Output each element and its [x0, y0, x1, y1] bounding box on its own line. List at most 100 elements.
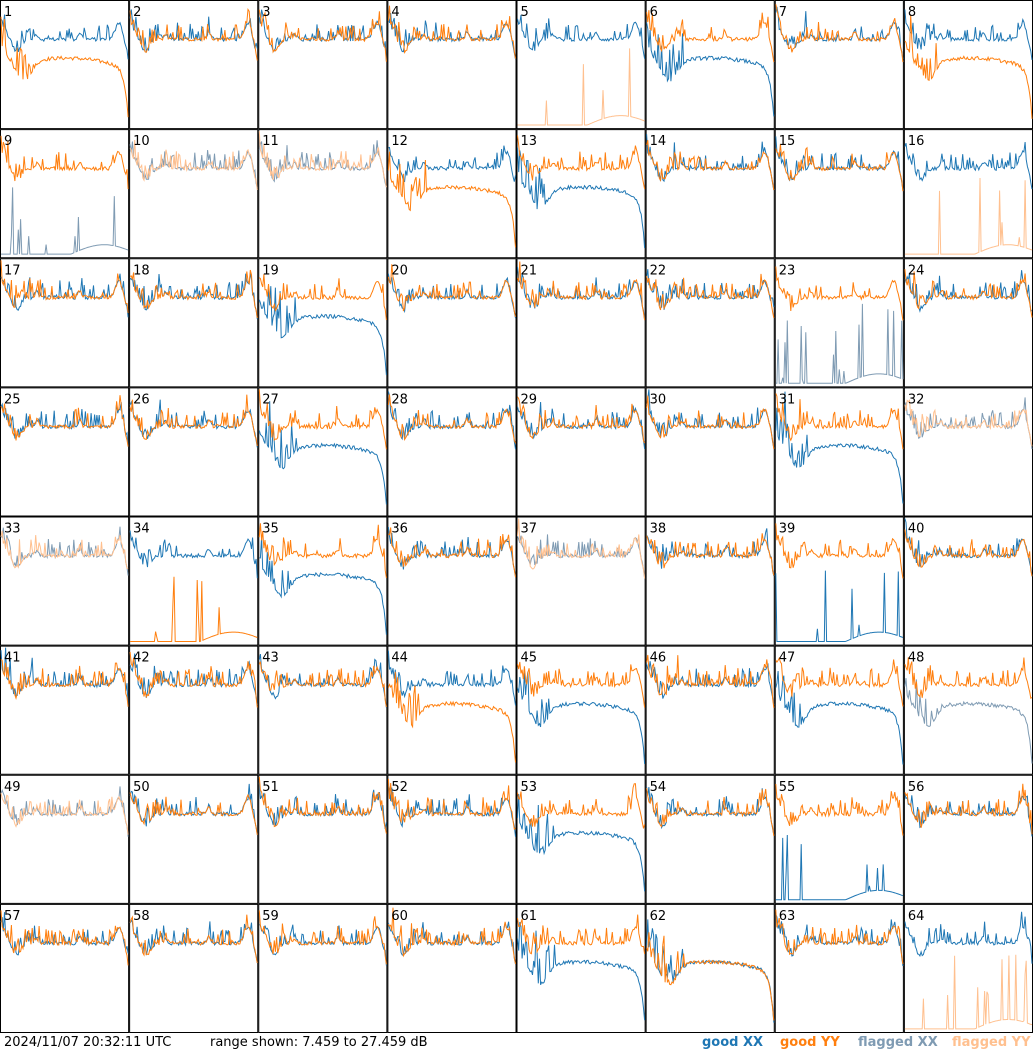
panel-border [774, 774, 904, 904]
panel-label: 56 [908, 780, 925, 795]
panel-border [774, 258, 904, 388]
good-yy-trace [0, 910, 129, 966]
panel-label: 7 [779, 5, 787, 20]
panel-label: 58 [133, 909, 150, 924]
panel-border [129, 774, 259, 904]
good-yy-trace [646, 787, 775, 836]
panel-38: 38 [645, 516, 775, 646]
panel-border [129, 129, 259, 259]
panel-label: 18 [133, 263, 150, 278]
good-yy-trace [904, 529, 1033, 577]
good-yy-trace [387, 264, 516, 318]
panel-label: 15 [779, 134, 796, 149]
panel-label: 1 [4, 5, 12, 20]
good-xx-trace [258, 401, 387, 505]
good-xx-trace [517, 147, 646, 249]
legend-good-xx: good XX [702, 1035, 764, 1050]
panel-36: 36 [387, 516, 517, 646]
good-yy-trace [129, 914, 258, 964]
good-xx-trace [129, 918, 258, 963]
panel-2: 2 [129, 0, 259, 130]
flagged-yy-trace [904, 954, 1033, 1030]
panel-58: 58 [129, 903, 259, 1033]
good-yy-trace [517, 661, 646, 708]
panel-border [0, 0, 130, 130]
good-yy-trace [387, 394, 516, 444]
good-yy-trace [646, 139, 775, 191]
panel-34: 34 [129, 516, 259, 646]
panel-label: 12 [391, 134, 408, 149]
good-xx-trace [0, 14, 129, 60]
panel-border [387, 516, 517, 646]
panel-label: 63 [779, 909, 796, 924]
panel-border [0, 774, 130, 904]
panel-border [258, 258, 388, 388]
good-yy-trace [517, 396, 646, 444]
panel-13: 13 [516, 129, 646, 259]
panel-11: 11 [258, 129, 388, 259]
good-yy-trace [775, 393, 904, 450]
panel-label: 29 [521, 392, 538, 407]
flagged-yy-trace [517, 48, 645, 126]
panel-63: 63 [774, 903, 904, 1033]
good-yy-trace [129, 394, 258, 447]
flagged-xx-trace [0, 526, 129, 576]
panel-label: 52 [391, 780, 408, 795]
panel-label: 32 [908, 392, 925, 407]
good-xx-trace [904, 9, 1033, 60]
panel-label: 61 [521, 909, 538, 924]
legend-good-yy: good YY [780, 1035, 840, 1050]
panel-label: 41 [4, 651, 21, 666]
panel-border [387, 387, 517, 517]
good-yy-trace [258, 389, 387, 450]
panel-label: 9 [4, 134, 12, 149]
panel-45: 45 [516, 645, 646, 775]
footer-bar: 2024/11/07 20:32:11 UTC range shown: 7.4… [0, 1033, 1033, 1053]
flagged-yy-trace [904, 399, 1033, 447]
panel-label: 20 [391, 263, 408, 278]
panel-16: 16 [903, 129, 1033, 259]
flagged-yy-trace [0, 792, 129, 835]
panel-35: 35 [258, 516, 388, 646]
panel-label: 62 [650, 909, 667, 924]
good-yy-trace [387, 907, 516, 965]
panel-label: 43 [262, 651, 279, 666]
panel-border [645, 903, 775, 1033]
panel-label: 53 [521, 780, 538, 795]
panel-33: 33 [0, 516, 130, 646]
good-yy-trace [775, 656, 904, 707]
good-xx-trace [646, 22, 775, 117]
good-yy-trace [517, 783, 646, 829]
panel-border [258, 645, 388, 775]
range-text: range shown: 7.459 to 27.459 dB [210, 1035, 428, 1050]
flagged-xx-trace [258, 140, 387, 188]
panel-61: 61 [516, 903, 646, 1033]
panel-label: 33 [4, 522, 21, 537]
panel-18: 18 [129, 258, 259, 388]
good-yy-trace [775, 909, 904, 965]
legend-flagged-yy: flagged YY [952, 1035, 1031, 1050]
good-xx-trace [258, 286, 387, 376]
panel-border [387, 258, 517, 388]
panel-52: 52 [387, 774, 517, 904]
panel-21: 21 [516, 258, 646, 388]
panel-label: 48 [908, 651, 925, 666]
good-yy-trace [775, 4, 904, 63]
panel-border [516, 645, 646, 775]
panel-23: 23 [774, 258, 904, 388]
panel-border [129, 387, 259, 517]
panel-label: 60 [391, 909, 408, 924]
panel-border [774, 645, 904, 775]
good-yy-trace [517, 135, 646, 190]
panel-border [0, 645, 130, 775]
panel-border [0, 129, 130, 259]
panel-border [258, 774, 388, 904]
panel-border [258, 129, 388, 259]
panel-label: 64 [908, 909, 925, 924]
good-yy-trace [517, 914, 646, 955]
panel-3: 3 [258, 0, 388, 130]
panel-label: 50 [133, 780, 150, 795]
good-yy-trace [130, 576, 258, 643]
panel-border [387, 903, 517, 1033]
good-yy-trace [258, 274, 387, 321]
